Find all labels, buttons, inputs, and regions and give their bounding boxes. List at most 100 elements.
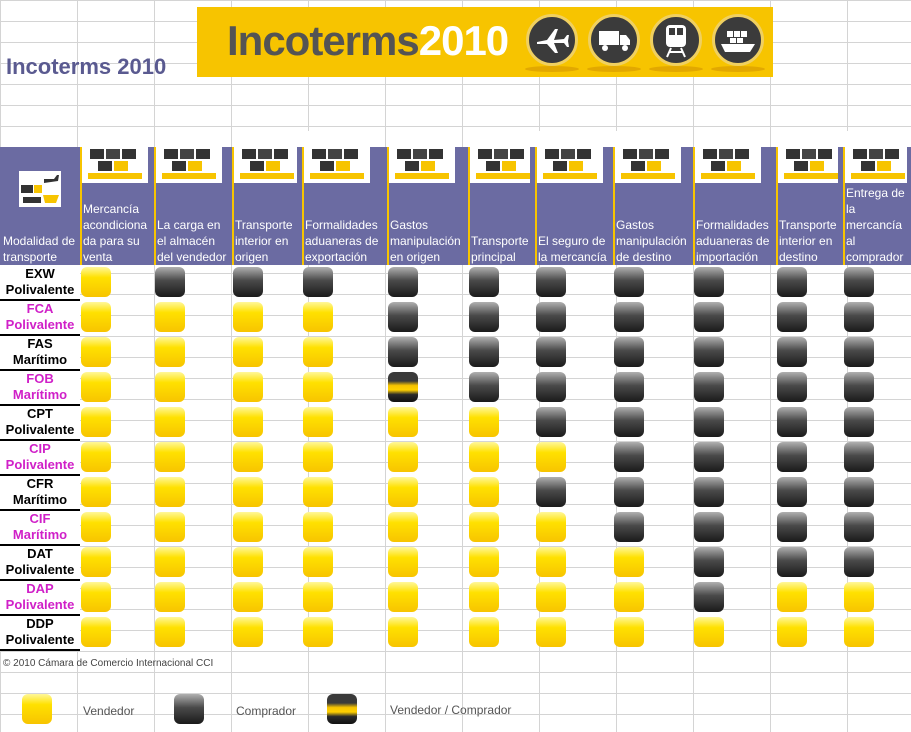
page-title: Incoterms 2010 [6, 54, 167, 79]
banner-title-part2: 2010 [418, 17, 509, 64]
legend-seller-swatch [22, 694, 52, 724]
seller-cell [303, 547, 333, 577]
transport-mode: Marítimo [12, 492, 68, 507]
transport-mode: Polivalente [5, 562, 75, 577]
transport-mode: Marítimo [12, 387, 68, 402]
buyer-cell [694, 267, 724, 297]
buyer-cell [694, 407, 724, 437]
row-label: DDP Polivalente [0, 615, 80, 650]
column-separator [80, 147, 82, 265]
column-separator [535, 147, 537, 265]
transport-mode: Polivalente [5, 282, 75, 297]
transport-mode: Polivalente [5, 597, 75, 612]
transport-modes-icon [19, 171, 61, 207]
column-header-label: Gastos manipulación en origen [390, 218, 461, 264]
buyer-cell [844, 477, 874, 507]
seller-cell [469, 617, 499, 647]
seller-cell [233, 372, 263, 402]
row-label: CPT Polivalente [0, 405, 80, 440]
buyer-cell [844, 372, 874, 402]
incoterm-code: FAS [27, 336, 53, 351]
crane-icon [389, 131, 455, 183]
incoterm-code: DAP [26, 581, 54, 596]
seller-cell [469, 442, 499, 472]
seller-cell [155, 547, 185, 577]
column-header-label: Transporte interior en origen [235, 218, 293, 264]
row-divider [0, 299, 80, 301]
seller-cell [536, 582, 566, 612]
buyer-cell [777, 547, 807, 577]
warehouse-icon [156, 131, 222, 183]
row-divider [0, 509, 80, 511]
buyer-cell [469, 267, 499, 297]
seller-cell [844, 617, 874, 647]
buyer-cell [303, 267, 333, 297]
row-label: CFR Marítimo [0, 475, 80, 510]
seller-cell [536, 442, 566, 472]
seller-cell [233, 582, 263, 612]
seller-cell [81, 582, 111, 612]
seller-cell [81, 547, 111, 577]
incoterm-code: EXW [25, 266, 55, 281]
seller-cell [81, 442, 111, 472]
seller-cell [303, 407, 333, 437]
column-separator [613, 147, 615, 265]
legend-seller-label: Vendedor [83, 704, 135, 718]
seller-cell [155, 477, 185, 507]
seller-cell [81, 617, 111, 647]
seller-cell [388, 547, 418, 577]
seller-cell [303, 582, 333, 612]
transport-mode: Polivalente [5, 457, 75, 472]
buyer-cell [536, 372, 566, 402]
row-divider [0, 544, 80, 546]
column-header-label: Formalidades aduaneras de exportación [305, 218, 379, 264]
seller-cell [81, 512, 111, 542]
lock-icon [537, 131, 603, 183]
buyer-cell [694, 302, 724, 332]
buyer-cell [777, 337, 807, 367]
seller-cell [777, 617, 807, 647]
seller-cell [536, 512, 566, 542]
buyer-cell [614, 267, 644, 297]
buyer-cell [694, 477, 724, 507]
seller-cell [233, 512, 263, 542]
incoterm-code: CIP [29, 441, 51, 456]
buyer-cell [777, 477, 807, 507]
seller-cell [81, 302, 111, 332]
column-separator [468, 147, 470, 265]
seller-cell [81, 267, 111, 297]
seller-cell [388, 582, 418, 612]
buyer-cell [777, 442, 807, 472]
row-label: CIF Marítimo [0, 510, 80, 545]
column-header-label: Mercancía acondiciona da para su venta [83, 202, 148, 264]
column-header-label: Entrega de la mercancía al comprador [846, 186, 905, 264]
incoterm-code: CPT [27, 406, 53, 421]
row-label: FCA Polivalente [0, 300, 80, 335]
buyer-cell [614, 407, 644, 437]
transport-mode: Polivalente [5, 632, 75, 647]
buyer-cell [777, 407, 807, 437]
truck-icon [778, 131, 838, 183]
seller-cell [388, 407, 418, 437]
seller-cell [233, 407, 263, 437]
row-divider [0, 334, 80, 336]
seller-cell [303, 477, 333, 507]
legend-shared-label: Vendedor / Comprador [390, 703, 512, 717]
seller-cell [233, 337, 263, 367]
row-divider [0, 579, 80, 581]
column-header-label: El seguro de la mercancía [538, 234, 607, 264]
row-divider [0, 369, 80, 371]
buyer-cell [694, 512, 724, 542]
buyer-cell [469, 337, 499, 367]
column-separator [387, 147, 389, 265]
incoterm-code: DDP [26, 616, 54, 631]
row-label: DAT Polivalente [0, 545, 80, 580]
corner-label: Modalidad de transporte [3, 234, 76, 264]
copyright: © 2010 Cámara de Comercio Internacional … [3, 658, 214, 669]
seller-cell [155, 302, 185, 332]
seller-cell [303, 302, 333, 332]
seller-cell [388, 512, 418, 542]
seller-cell [81, 407, 111, 437]
transport-modes-icon [470, 131, 530, 183]
row-divider [0, 614, 80, 616]
